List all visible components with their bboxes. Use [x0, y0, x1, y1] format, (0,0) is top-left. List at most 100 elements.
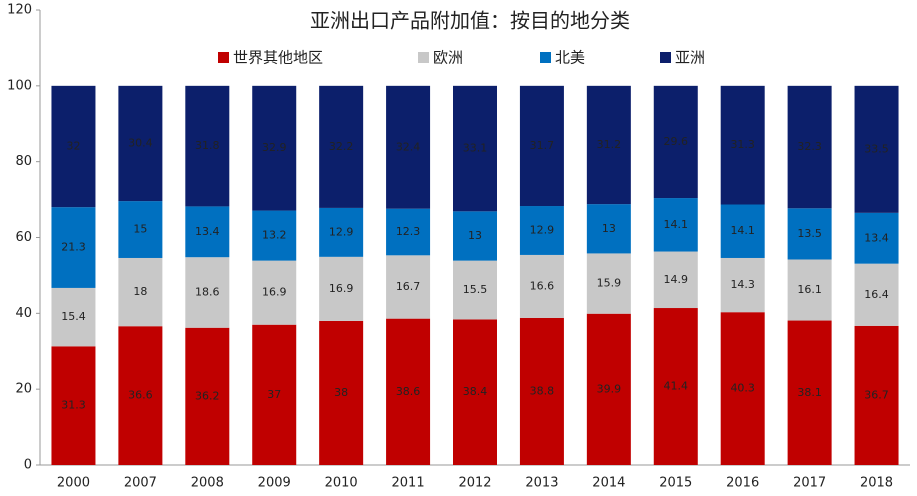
data-label: 30.4	[128, 136, 153, 149]
bar-segment	[453, 211, 497, 261]
data-label: 14.3	[730, 278, 755, 291]
data-label: 16.7	[396, 280, 421, 293]
data-label: 38	[334, 386, 348, 399]
data-label: 14.1	[664, 218, 689, 231]
legend-swatch	[418, 52, 429, 63]
bar-segment	[51, 207, 96, 288]
bar-segment	[787, 259, 832, 321]
data-label: 13.4	[864, 231, 889, 244]
bar-segment	[386, 208, 431, 256]
bar-segment	[519, 317, 564, 465]
x-tick-label: 2000	[57, 476, 90, 491]
legend-label: 亚洲	[675, 49, 705, 67]
y-tick-label: 100	[7, 78, 32, 93]
bar-segment	[252, 260, 297, 325]
data-label: 12.9	[329, 225, 354, 238]
x-tick-label: 2011	[392, 476, 425, 491]
data-label: 32.9	[262, 141, 287, 154]
bar-segment	[787, 208, 832, 260]
data-label: 15	[133, 223, 147, 236]
data-label: 16.6	[530, 279, 555, 292]
bar-segment	[854, 212, 899, 264]
bar-segment	[185, 85, 230, 207]
data-label: 12.9	[530, 223, 555, 236]
data-label: 38.1	[797, 386, 822, 399]
data-label: 33.5	[864, 142, 889, 155]
data-label: 29.6	[664, 135, 689, 148]
bar-segment	[386, 318, 431, 465]
data-label: 13.4	[195, 225, 220, 238]
legend-label: 欧洲	[433, 49, 463, 67]
bar-segment	[586, 253, 631, 314]
data-label: 36.2	[195, 389, 220, 402]
bar-segment	[720, 85, 765, 205]
data-label: 31.7	[530, 139, 555, 152]
data-label: 32	[66, 140, 80, 153]
bar-segment	[185, 206, 230, 258]
bar-segment	[319, 207, 364, 257]
x-tick-label: 2013	[525, 476, 558, 491]
data-label: 32.3	[797, 140, 822, 153]
data-label: 16.4	[864, 288, 889, 301]
bar-segment	[453, 319, 497, 465]
y-tick-label: 40	[15, 306, 32, 321]
data-label: 16.9	[262, 286, 287, 299]
bar-segment	[252, 210, 297, 261]
bar-segment	[319, 256, 364, 321]
x-tick-label: 2009	[258, 476, 291, 491]
data-label: 13	[602, 222, 616, 235]
bar-segment	[586, 85, 631, 205]
chart-title: 亚洲出口产品附加值：按目的地分类	[310, 9, 630, 33]
bar-segment	[185, 327, 230, 465]
data-label: 38.6	[396, 385, 421, 398]
bar-segment	[519, 254, 564, 318]
data-label: 16.9	[329, 282, 354, 295]
bar-segment	[519, 206, 564, 255]
bar-segment	[252, 85, 297, 211]
legend-swatch	[540, 52, 551, 63]
bar-segment	[118, 201, 163, 258]
bar-segment	[854, 325, 899, 465]
x-tick-label: 2014	[592, 476, 625, 491]
data-label: 31.3	[730, 138, 755, 151]
data-label: 37	[267, 388, 281, 401]
data-label: 15.4	[61, 310, 86, 323]
bar-segment	[720, 204, 765, 258]
bar-segment	[185, 257, 230, 328]
legend-swatch	[218, 52, 229, 63]
bar-segment	[118, 85, 163, 202]
bar-segment	[720, 257, 765, 313]
data-label: 36.6	[128, 389, 153, 402]
x-tick-label: 2012	[458, 476, 491, 491]
data-label: 32.2	[329, 140, 354, 153]
data-label: 41.4	[664, 380, 689, 393]
y-tick-label: 60	[15, 230, 32, 245]
data-label: 36.7	[864, 388, 889, 401]
bar-segment	[720, 312, 765, 465]
data-label: 38.4	[463, 385, 488, 398]
data-label: 31.2	[597, 138, 622, 151]
bar-segment	[118, 257, 163, 327]
x-tick-label: 2007	[124, 476, 157, 491]
bar-segment	[787, 85, 832, 209]
bar-segment	[319, 320, 364, 465]
data-label: 13	[468, 229, 482, 242]
data-label: 12.3	[396, 225, 421, 238]
bar-segment	[653, 308, 698, 465]
y-tick-label: 20	[15, 382, 32, 397]
bar-segment	[319, 85, 364, 208]
x-tick-label: 2008	[191, 476, 224, 491]
bar-segment	[519, 85, 564, 207]
data-label: 14.1	[730, 224, 755, 237]
bar-segment	[51, 346, 96, 465]
data-label: 21.3	[61, 241, 86, 254]
x-tick-label: 2016	[726, 476, 759, 491]
legend-label: 北美	[555, 49, 585, 67]
data-label: 15.9	[597, 277, 622, 290]
data-label: 13.2	[262, 229, 287, 242]
bar-segment	[787, 320, 832, 465]
data-label: 39.9	[597, 382, 622, 395]
data-label: 33.1	[463, 142, 488, 155]
data-label: 38.8	[530, 384, 555, 397]
